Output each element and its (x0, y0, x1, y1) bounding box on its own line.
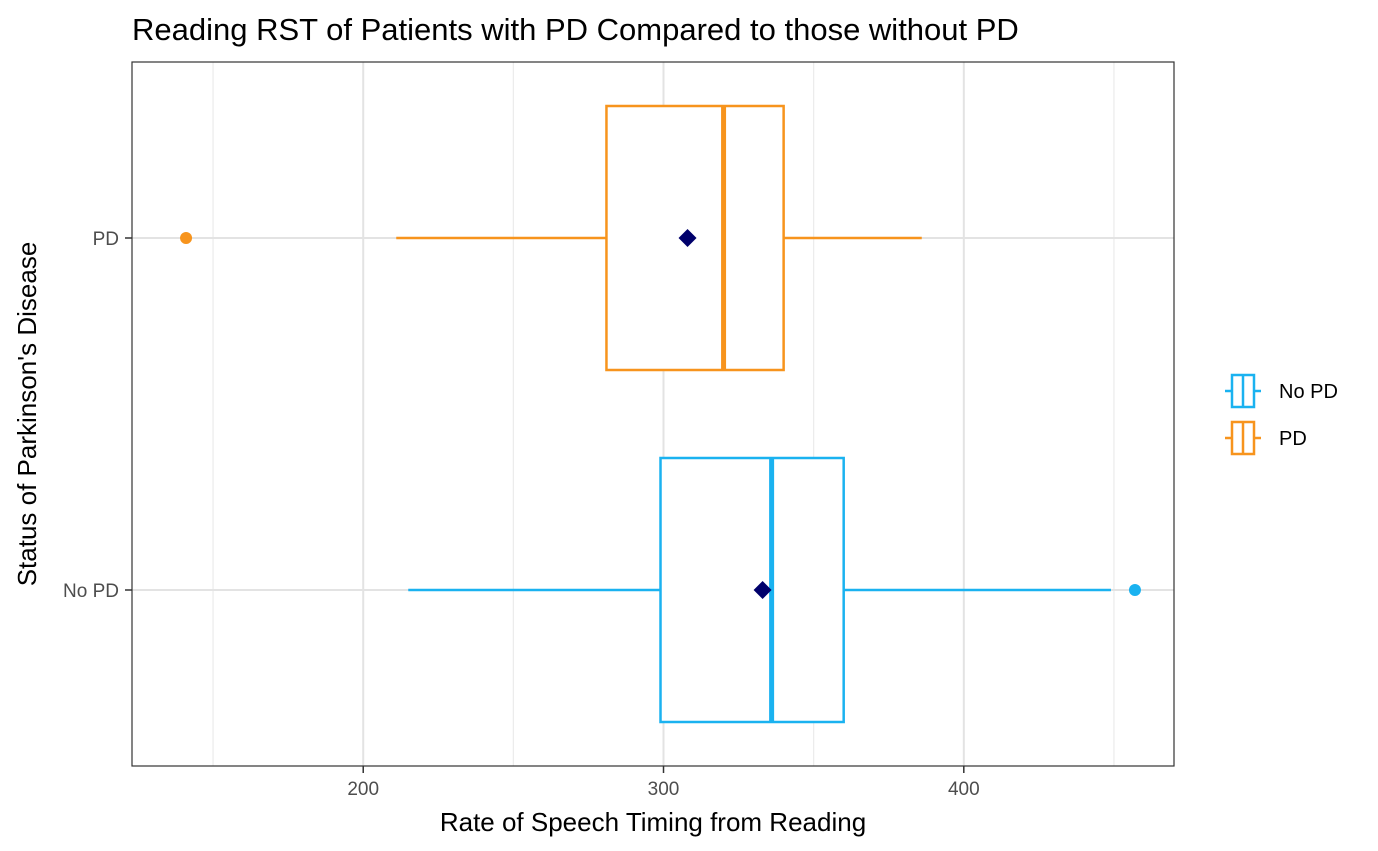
legend-item-no-pd: No PD (1225, 373, 1338, 409)
box (659, 456, 845, 724)
legend-label: PD (1279, 428, 1307, 450)
mean-marker (678, 229, 697, 247)
outlier-point (180, 232, 193, 244)
axes: 200 300 400 PD No PD (63, 229, 980, 800)
x-axis-title: Rate of Speech Timing from Reading (440, 807, 866, 837)
plot-border (131, 61, 1175, 767)
y-tick-label: PD (93, 229, 119, 250)
x-tick-label: 300 (648, 779, 680, 800)
outlier-point (1128, 584, 1141, 596)
boxplot-series (180, 104, 1141, 724)
box-group-pd (180, 104, 922, 372)
legend: No PD PD (1225, 373, 1338, 456)
legend-label: No PD (1279, 381, 1338, 403)
box-group-no-pd (408, 456, 1141, 724)
y-axis-title: Status of Parkinson's Disease (12, 242, 42, 587)
y-tick-label: No PD (63, 581, 119, 602)
chart-title: Reading RST of Patients with PD Compared… (132, 12, 1019, 47)
x-tick-label: 200 (347, 779, 379, 800)
legend-item-pd: PD (1225, 420, 1307, 456)
mean-marker (753, 581, 772, 599)
x-tick-label: 400 (948, 779, 980, 800)
